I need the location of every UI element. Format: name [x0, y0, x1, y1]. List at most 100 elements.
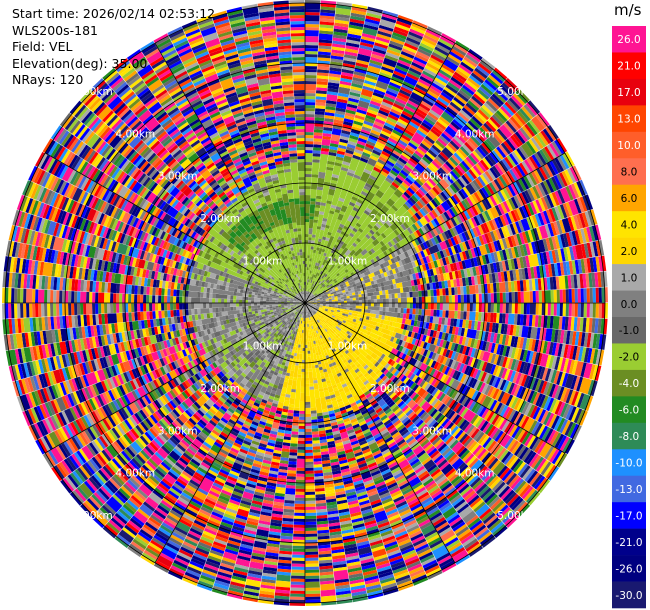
velocity-gate — [506, 99, 519, 112]
velocity-gate — [474, 177, 484, 189]
velocity-gate — [583, 288, 587, 303]
velocity-gate — [416, 200, 424, 209]
velocity-gate — [528, 119, 541, 134]
velocity-gate — [305, 117, 315, 121]
velocity-gate — [316, 247, 320, 251]
velocity-gate — [472, 70, 486, 82]
velocity-gate — [449, 156, 459, 167]
velocity-gate — [317, 66, 330, 71]
velocity-gate — [310, 189, 317, 199]
velocity-gate — [301, 359, 305, 363]
velocity-gate — [320, 583, 336, 591]
velocity-gate — [419, 124, 430, 133]
velocity-gate — [485, 100, 498, 112]
velocity-gate — [305, 404, 311, 408]
velocity-gate — [472, 133, 484, 145]
velocity-gate — [387, 241, 393, 248]
velocity-gate — [453, 152, 464, 163]
velocity-gate — [370, 56, 384, 64]
velocity-gate — [305, 240, 309, 244]
velocity-gate — [486, 153, 497, 166]
velocity-gate — [333, 28, 348, 34]
velocity-gate — [305, 66, 318, 70]
velocity-gate — [365, 233, 371, 240]
velocity-gate — [375, 141, 386, 148]
velocity-gate — [391, 204, 399, 212]
velocity-gate — [305, 27, 320, 31]
velocity-gates — [2, 0, 608, 606]
velocity-gate — [419, 102, 431, 112]
velocity-gate — [461, 107, 474, 118]
velocity-gate — [313, 135, 323, 139]
velocity-gate — [456, 91, 469, 103]
velocity-gate — [331, 43, 346, 49]
velocity-gate — [419, 173, 428, 182]
velocity-gate — [365, 191, 376, 203]
velocity-gate — [330, 134, 341, 142]
velocity-gate — [318, 247, 323, 255]
velocity-gate — [320, 226, 326, 231]
velocity-gate — [305, 90, 316, 94]
velocity-gate — [479, 106, 492, 119]
velocity-gate — [415, 308, 419, 315]
velocity-gate — [310, 183, 318, 190]
velocity-gate — [317, 69, 330, 74]
velocity-gate — [305, 294, 306, 298]
velocity-gate — [368, 208, 379, 219]
velocity-gate — [305, 494, 316, 498]
velocity-gate — [383, 95, 395, 103]
velocity-gate — [470, 135, 481, 147]
velocity-gate — [426, 130, 439, 142]
velocity-gate — [400, 308, 404, 314]
velocity-gate — [340, 132, 350, 138]
velocity-gate — [481, 104, 494, 117]
velocity-gate — [562, 289, 566, 303]
velocity-gate — [454, 180, 463, 190]
velocity-gate — [501, 158, 512, 171]
velocity-gate — [305, 216, 310, 220]
velocity-gate — [305, 144, 314, 148]
velocity-gate — [471, 205, 479, 216]
velocity-gate — [432, 316, 440, 324]
velocity-gate — [363, 82, 376, 89]
velocity-gate — [353, 74, 366, 80]
velocity-gate — [449, 101, 462, 112]
velocity-gate — [447, 219, 455, 228]
velocity-gate — [411, 240, 418, 247]
velocity-gate — [333, 119, 344, 124]
velocity-gate — [480, 83, 494, 96]
velocity-gate — [396, 94, 409, 103]
velocity-gate — [412, 20, 428, 29]
velocity-gate — [402, 286, 410, 293]
velocity-gate — [305, 548, 319, 552]
velocity-gate — [400, 50, 415, 59]
velocity-gate — [397, 118, 409, 127]
velocity-gate — [393, 188, 404, 199]
velocity-gate — [372, 233, 379, 239]
velocity-gate — [492, 193, 500, 205]
velocity-gate — [450, 206, 459, 216]
velocity-gate — [312, 295, 316, 299]
velocity-gate — [442, 89, 455, 99]
velocity-gate — [332, 165, 342, 176]
velocity-gate — [412, 152, 422, 161]
velocity-gate — [334, 113, 345, 119]
velocity-gate — [393, 147, 403, 155]
velocity-gate — [305, 63, 318, 67]
velocity-gate — [463, 104, 476, 116]
velocity-gate — [400, 292, 407, 298]
velocity-gate — [577, 288, 581, 303]
velocity-gate — [419, 208, 427, 217]
velocity-gate — [324, 246, 330, 254]
velocity-gate — [437, 153, 447, 163]
velocity-gate — [371, 126, 382, 133]
velocity-gate — [345, 227, 353, 235]
velocity-gate — [382, 311, 386, 316]
velocity-gate — [379, 290, 383, 296]
velocity-gate — [344, 51, 358, 57]
velocity-gate — [434, 46, 449, 56]
velocity-gate — [427, 289, 431, 297]
velocity-gate — [499, 303, 503, 314]
velocity-gate — [394, 298, 398, 303]
velocity-gate — [431, 125, 443, 135]
